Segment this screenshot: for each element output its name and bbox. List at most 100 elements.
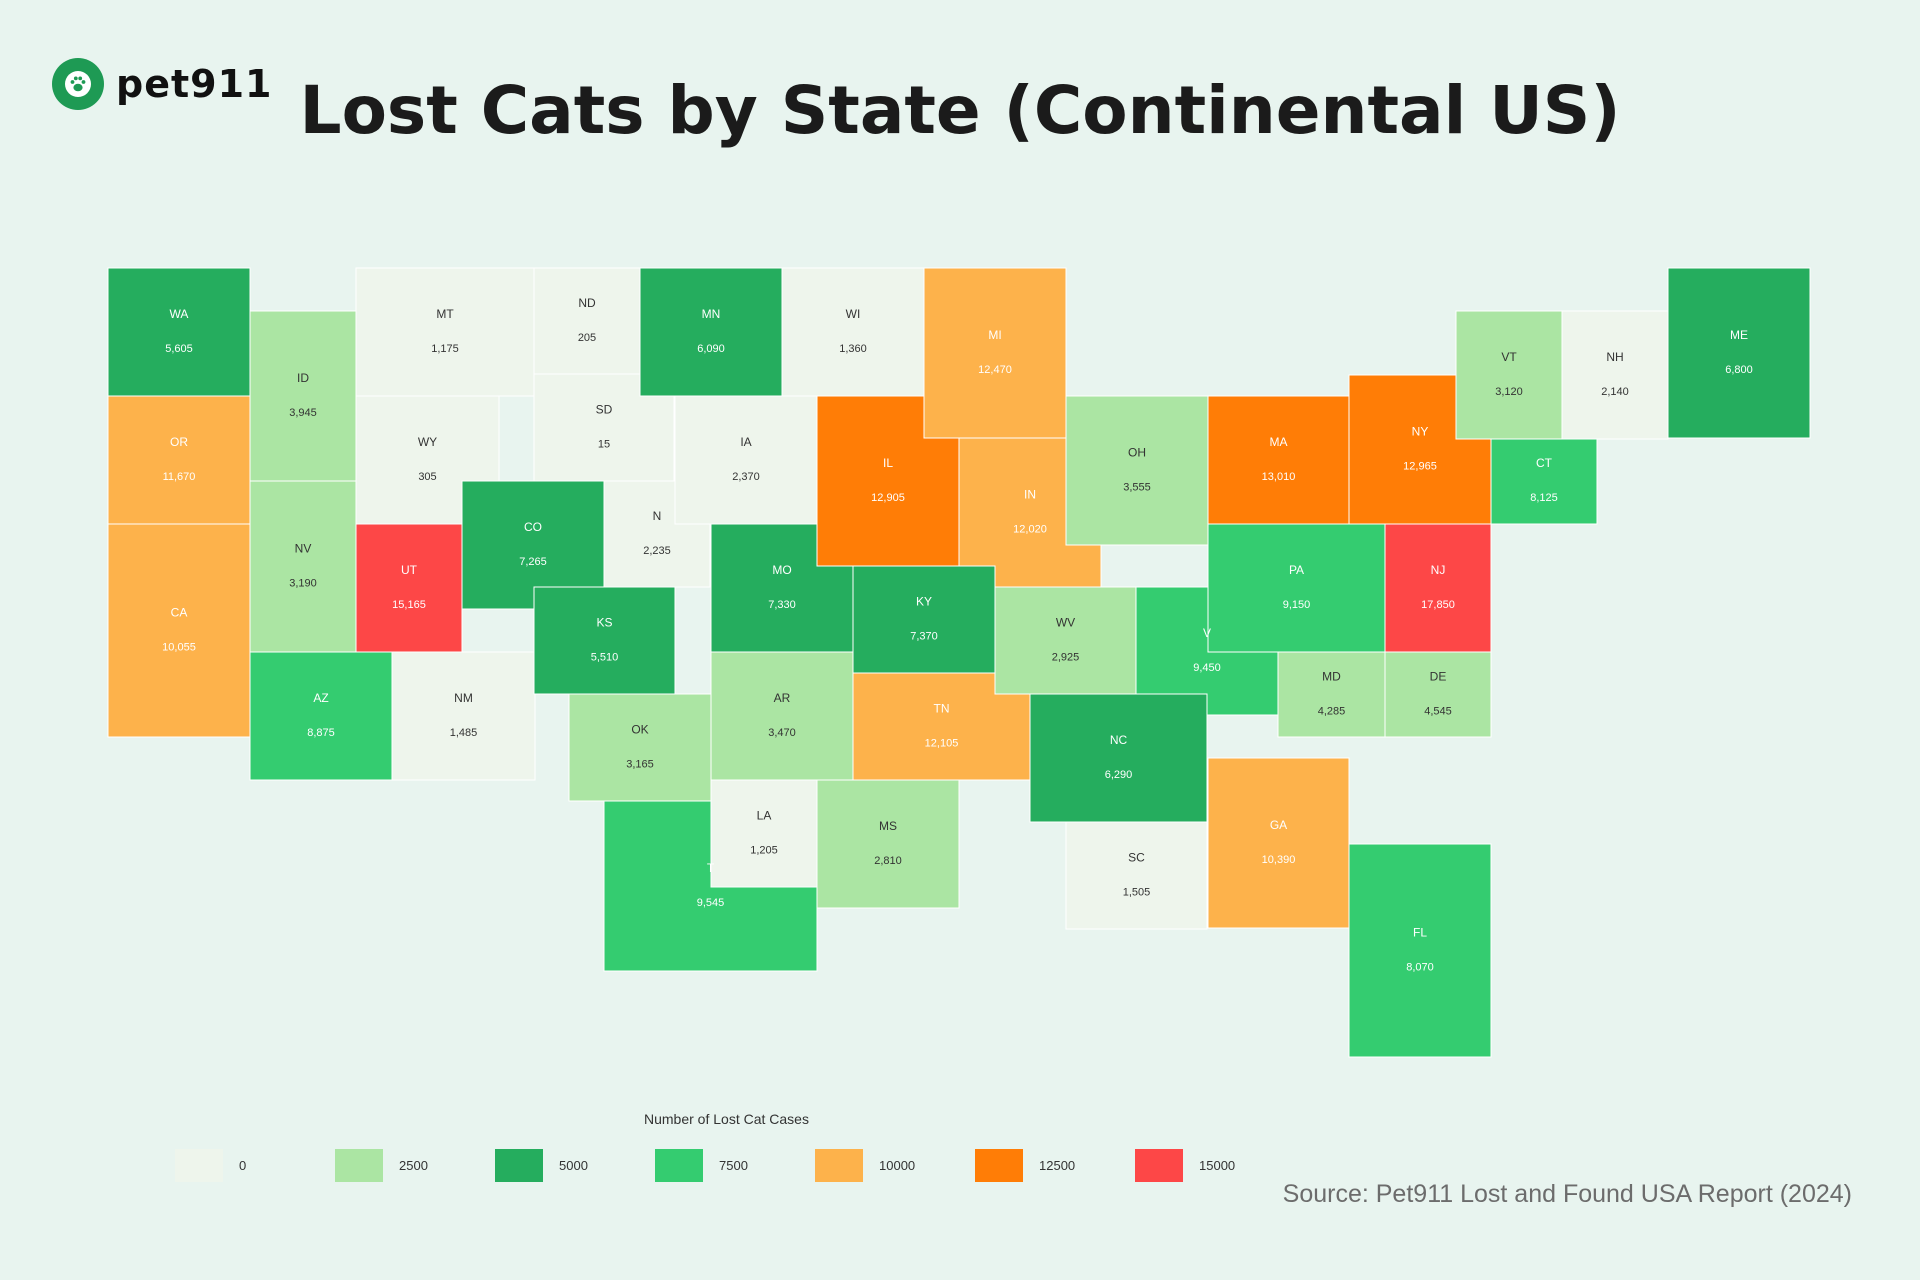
state-tile-nd [533, 267, 641, 375]
state-label-tn: TN [934, 702, 950, 716]
state-label-ms: MS [879, 819, 897, 833]
logo-text: pet911 [116, 62, 273, 106]
state-tile-nh [1561, 310, 1669, 440]
chart-title: Lost Cats by State (Continental US) [299, 72, 1621, 149]
state-label-ct: CT [1536, 456, 1553, 470]
state-value-la: 1,205 [750, 845, 778, 857]
state-value-nc: 6,290 [1105, 769, 1133, 781]
state-label-in: IN [1024, 488, 1036, 502]
state-label-nd: ND [578, 296, 596, 310]
state-value-vt: 3,120 [1495, 386, 1523, 398]
state-tile-ct [1490, 437, 1598, 525]
state-value-sd: 15 [598, 439, 610, 451]
state-label-id: ID [297, 371, 309, 385]
state-tile-ga [1207, 757, 1350, 929]
state-tile-ks [533, 586, 676, 695]
state-label-me: ME [1730, 328, 1748, 342]
state-label-wv: WV [1056, 616, 1075, 630]
state-label-il: IL [883, 456, 893, 470]
state-value-in: 12,020 [1013, 524, 1047, 536]
state-tile-ma [1207, 395, 1350, 525]
state-value-va: 9,450 [1193, 662, 1221, 674]
state-value-nm: 1,485 [450, 727, 478, 739]
state-tile-de [1384, 651, 1492, 738]
state-tile-ms [816, 779, 960, 909]
legend-item: 2500 [335, 1148, 495, 1182]
state-label-nj: NJ [1431, 563, 1446, 577]
state-tile-ky [852, 565, 996, 674]
state-label-co: CO [524, 520, 542, 534]
state-value-de: 4,545 [1424, 706, 1452, 718]
legend-label: 10000 [879, 1157, 916, 1173]
state-label-az: AZ [313, 691, 328, 705]
state-value-md: 4,285 [1318, 706, 1346, 718]
state-value-id: 3,945 [289, 407, 317, 419]
legend-swatch [975, 1148, 1023, 1182]
state-tile-or [107, 395, 251, 525]
state-value-ia: 2,370 [732, 471, 760, 483]
state-tile-mt [355, 267, 535, 397]
state-value-ok: 3,165 [626, 759, 654, 771]
legend-swatch [1135, 1148, 1183, 1182]
state-label-mo: MO [772, 563, 791, 577]
state-tile-nc [1029, 693, 1208, 823]
state-value-pa: 9,150 [1283, 599, 1311, 611]
state-label-or: OR [170, 435, 188, 449]
state-label-ma: MA [1270, 435, 1288, 449]
legend-item: 15000 [1135, 1148, 1295, 1182]
paw-icon [52, 58, 104, 110]
state-tile-nv [249, 480, 357, 653]
state-label-va: V [1203, 626, 1211, 640]
state-tile-wv [994, 586, 1137, 695]
state-value-co: 7,265 [519, 556, 547, 568]
state-value-mi: 12,470 [978, 364, 1012, 376]
state-label-ar: AR [774, 691, 791, 705]
state-tile-az [249, 651, 393, 781]
state-value-ar: 3,470 [768, 727, 796, 739]
legend-swatch [495, 1148, 543, 1182]
state-label-ga: GA [1270, 818, 1287, 832]
state-label-ks: KS [596, 616, 612, 630]
state-tile-wi [781, 267, 925, 397]
legend-item: 5000 [495, 1148, 655, 1182]
state-label-la: LA [757, 809, 772, 823]
state-label-mn: MN [702, 307, 721, 321]
state-value-ma: 13,010 [1262, 471, 1296, 483]
state-value-il: 12,905 [871, 492, 905, 504]
state-value-az: 8,875 [307, 727, 335, 739]
state-label-ia: IA [740, 435, 751, 449]
legend-item: 12500 [975, 1148, 1135, 1182]
state-label-nc: NC [1110, 733, 1128, 747]
state-label-tx: T [707, 861, 715, 875]
state-label-nv: NV [295, 542, 312, 556]
state-value-nv: 3,190 [289, 578, 317, 590]
state-tile-nm [391, 651, 536, 781]
state-label-ny: NY [1412, 425, 1429, 439]
legend-label: 0 [239, 1157, 247, 1173]
state-tile-ut [355, 523, 463, 653]
state-tile-oh [1065, 395, 1209, 546]
legend-swatch [815, 1148, 863, 1182]
state-label-md: MD [1322, 670, 1341, 684]
state-tile-ca [107, 523, 251, 738]
state-value-ky: 7,370 [910, 631, 938, 643]
state-value-sc: 1,505 [1123, 887, 1151, 899]
state-tile-sc [1065, 821, 1208, 930]
state-label-de: DE [1430, 670, 1447, 684]
state-value-mt: 1,175 [431, 343, 459, 355]
state-value-me: 6,800 [1725, 364, 1753, 376]
state-value-ne: 2,235 [643, 545, 671, 557]
state-tile-pa [1207, 523, 1386, 653]
state-label-ca: CA [171, 606, 188, 620]
state-label-sc: SC [1128, 851, 1145, 865]
state-value-tn: 12,105 [925, 738, 959, 750]
state-value-wy: 305 [418, 471, 436, 483]
state-value-ut: 15,165 [392, 599, 426, 611]
state-value-ks: 5,510 [591, 652, 619, 664]
legend-swatch [655, 1148, 703, 1182]
state-tile-mn [639, 267, 783, 397]
state-tile-id [249, 310, 357, 482]
state-tile-fl [1348, 843, 1492, 1058]
state-label-wi: WI [846, 307, 861, 321]
legend-swatch [175, 1148, 223, 1182]
